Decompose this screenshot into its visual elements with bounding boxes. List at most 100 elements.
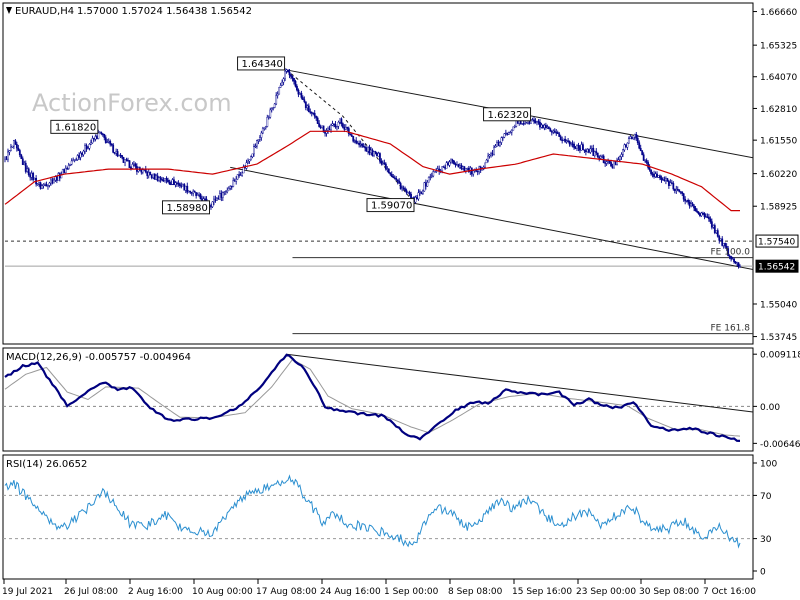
candle-body (95, 136, 98, 139)
candle-body (112, 144, 115, 153)
candle-body (183, 184, 186, 191)
candle-body (662, 179, 664, 181)
candle-body (156, 175, 159, 181)
candle-body (130, 167, 132, 169)
candle-body (168, 182, 171, 185)
candle-body (667, 181, 670, 186)
candle-body (737, 262, 740, 267)
candle-body (218, 193, 221, 200)
candle-body (175, 182, 178, 184)
candle-body (42, 184, 45, 186)
candle-body (167, 179, 169, 183)
candle-body (153, 173, 156, 180)
candle-body (106, 141, 109, 144)
candle-body (364, 146, 366, 149)
candle-body (224, 191, 227, 193)
candle-body (644, 160, 647, 162)
rsi-axis: 100 70 30 0 (753, 460, 777, 578)
candle-body (645, 160, 648, 163)
candle-body (592, 148, 595, 156)
candle-body (450, 159, 452, 163)
candle-body (165, 178, 168, 181)
candle-body (359, 143, 362, 146)
candle-body (333, 123, 335, 125)
candle-body (611, 166, 614, 169)
candle-body (509, 131, 512, 134)
candle-body (15, 144, 18, 149)
candle-body (184, 185, 187, 191)
candle-body (127, 160, 129, 162)
candle-body (279, 85, 282, 88)
candle-body (525, 122, 528, 124)
candle-body (248, 159, 251, 162)
price-tick-label: 1.64070 (760, 73, 797, 83)
candle-body (389, 172, 392, 175)
candle-body (521, 123, 524, 125)
candle-body (472, 170, 475, 175)
candle-body (75, 159, 78, 161)
candle-body (430, 175, 433, 177)
candle-body (565, 140, 568, 142)
candle-body (632, 136, 635, 139)
candle-body (734, 261, 737, 264)
candle-body (113, 152, 116, 154)
candle-body (648, 167, 651, 170)
candle-body (571, 143, 574, 145)
candle-body (327, 128, 329, 131)
candle-body (461, 166, 464, 169)
rsi-line (4, 474, 741, 549)
candle-body (101, 133, 104, 135)
candle-body (119, 154, 122, 157)
candle-body (672, 183, 675, 190)
level-price-label: 1.57540 (758, 238, 795, 248)
time-axis: 19 Jul 2021 26 Jul 08:00 2 Aug 16:00 10 Aug… (2, 579, 756, 597)
candle-body (730, 256, 733, 260)
candle-body (700, 212, 703, 216)
candle-body (608, 160, 611, 163)
candle-body (390, 174, 393, 177)
rsi-tick-label: 70 (760, 492, 772, 502)
candle-body (242, 166, 245, 174)
candle-body (725, 246, 728, 249)
macd-tick-label: -0.006465 (760, 440, 800, 450)
candle-body (69, 164, 72, 166)
candle-body (24, 162, 27, 172)
time-tick-label: 8 Sep 08:00 (448, 587, 503, 597)
candle-body (337, 122, 340, 127)
swing-label: 1.59070 (371, 201, 412, 212)
candle-body (109, 141, 112, 145)
candle-body (596, 152, 599, 158)
candle-body (688, 201, 691, 207)
main-panel (2, 2, 754, 345)
candle-body (507, 132, 510, 135)
candle-body (41, 185, 43, 189)
candle-body (448, 161, 451, 166)
candle-body (8, 150, 11, 153)
candle-body (116, 151, 119, 157)
candle-body (724, 243, 727, 247)
candle-body (107, 141, 110, 143)
candle-body (522, 123, 525, 125)
watermark: ActionForex.com (32, 89, 232, 117)
candle-body (233, 180, 236, 182)
candle-body (27, 168, 30, 175)
candle-body (583, 149, 586, 151)
candle-body (650, 169, 652, 174)
candle-body (261, 128, 264, 134)
candle-body (636, 137, 639, 143)
candle-body (476, 170, 479, 173)
candle-body (663, 179, 666, 181)
candle-body (186, 185, 189, 193)
candle-body (368, 147, 371, 154)
candle-body (447, 162, 449, 166)
rsi-panel (2, 454, 754, 580)
candle-body (530, 119, 532, 124)
candle-body (416, 197, 418, 200)
candle-body (281, 81, 284, 86)
candle-body (297, 89, 300, 95)
candle-body (624, 144, 627, 148)
candle-body (32, 173, 35, 181)
candle-body (26, 168, 29, 172)
moving-average-line (4, 130, 740, 212)
candle-body (685, 200, 688, 202)
